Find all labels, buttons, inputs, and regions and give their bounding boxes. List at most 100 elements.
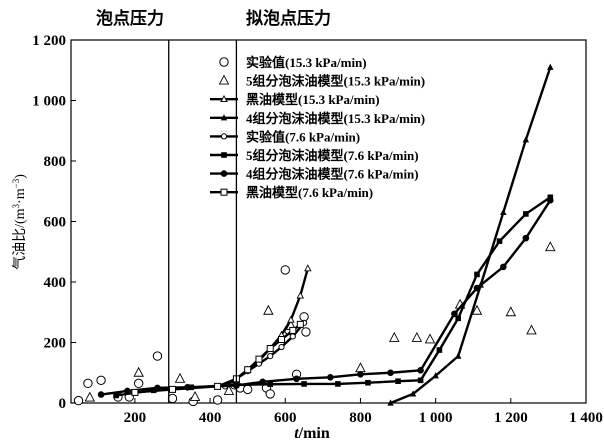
data-point (395, 378, 401, 385)
data-point (244, 366, 252, 374)
legend-item: 5组分泡沫油模型(15.3 kPa/min) (218, 74, 425, 89)
legend-marker (220, 95, 228, 103)
legend-label: 4组分泡沫油模型(7.6 kPa/min) (246, 167, 419, 182)
data-point (455, 315, 461, 322)
data-point (409, 390, 417, 397)
data-point (454, 352, 462, 359)
axes-layer: 200 400 600 800 1 000 1 200 1 400 0 200 400 600 800… (32, 33, 603, 426)
legend-item: 黑油模型(7.6 kPa/min) (210, 185, 373, 200)
data-point (255, 355, 263, 363)
legend-marker (220, 188, 228, 196)
data-point (133, 366, 144, 377)
data-point (547, 63, 554, 70)
y-axis-label-main: 气油比/(m (12, 208, 28, 270)
data-point (411, 332, 423, 342)
series-2 (84, 241, 556, 402)
x-axis-label-unit: /min (298, 425, 330, 441)
data-point (299, 312, 309, 322)
data-point (278, 335, 286, 343)
data-point (417, 367, 424, 374)
data-point (263, 304, 274, 315)
y-axis-label-mid: ·m (13, 188, 28, 204)
data-point (301, 381, 307, 387)
data-point (293, 375, 300, 383)
data-point (424, 333, 436, 344)
legend-item: 4组分泡沫油模型(15.3 kPa/min) (210, 111, 425, 126)
series-4 (387, 63, 554, 406)
data-point (304, 264, 312, 272)
y-tick-label: 400 (44, 275, 67, 291)
legend-label: 黑油模型(15.3 kPa/min) (246, 92, 380, 107)
data-point (131, 388, 139, 396)
data-point (432, 372, 439, 379)
y-tick-label: 200 (44, 336, 67, 352)
data-point (526, 324, 537, 335)
data-point (417, 377, 424, 384)
data-point (436, 347, 443, 353)
data-point (522, 136, 530, 143)
data-point (83, 378, 93, 389)
data-point (96, 375, 106, 386)
legend-label: 实验值(15.3 kPa/min) (246, 55, 367, 70)
data-point (223, 384, 235, 395)
y-tick-label: 800 (44, 154, 67, 170)
legend: 实验值(15.3 kPa/min) 5组分泡沫油模型(15.3 kPa/min) 黑… (210, 55, 425, 200)
pressure-label: 泡点压力 (96, 8, 164, 29)
data-point (500, 208, 507, 216)
legend-marker (220, 170, 228, 177)
y-tick-label: 1 200 (32, 33, 66, 49)
legend-marker (221, 152, 227, 158)
legend-marker (220, 133, 228, 140)
x-tick-label: 1 000 (419, 410, 453, 426)
data-point (522, 234, 530, 242)
data-point (451, 310, 458, 318)
data-point (242, 384, 253, 395)
data-point (73, 395, 84, 406)
data-point (84, 391, 96, 402)
data-point (168, 385, 176, 393)
data-point (296, 291, 305, 299)
y-axis-label: 气油比/(m3·m−3) (11, 174, 28, 270)
annotation-layer: 泡点压力 拟泡点压力 (96, 8, 331, 403)
data-point (167, 393, 178, 404)
data-point (505, 306, 517, 317)
data-point (287, 315, 295, 323)
data-point (280, 265, 290, 275)
data-point (545, 241, 556, 252)
x-tick-label: 400 (199, 410, 222, 426)
series-line (134, 323, 302, 394)
legend-marker (218, 74, 230, 85)
data-point (523, 211, 529, 217)
data-point (335, 381, 341, 387)
data-point (267, 353, 274, 360)
data-point (214, 382, 222, 390)
data-point (267, 381, 274, 388)
data-point (473, 284, 481, 292)
y-tick-label: 0 (59, 396, 67, 412)
data-point (301, 327, 311, 337)
legend-item: 实验值(7.6 kPa/min) (210, 129, 360, 144)
data-point (355, 362, 366, 373)
data-point (296, 320, 304, 328)
y-tick-label: 1 000 (32, 94, 66, 110)
legend-label: 实验值(7.6 kPa/min) (246, 129, 360, 144)
data-point (124, 387, 131, 395)
data-point (212, 395, 223, 405)
x-tick-label: 1 200 (494, 410, 528, 426)
data-point (189, 390, 201, 401)
data-point (133, 378, 144, 389)
y-axis-label-sup2: −3 (11, 178, 21, 188)
x-tick-label: 200 (124, 410, 147, 426)
series-line (390, 66, 552, 405)
data-point (471, 304, 483, 315)
legend-label: 5组分泡沫油模型(7.6 kPa/min) (246, 148, 419, 163)
data-point (387, 369, 394, 377)
data-point (97, 391, 105, 398)
data-point (474, 271, 480, 278)
legend-item: 4组分泡沫油模型(7.6 kPa/min) (210, 167, 419, 182)
x-axis-label: t/min (294, 425, 330, 441)
legend-label: 4组分泡沫油模型(15.3 kPa/min) (246, 111, 425, 126)
data-point (546, 197, 554, 204)
data-point (387, 399, 394, 406)
